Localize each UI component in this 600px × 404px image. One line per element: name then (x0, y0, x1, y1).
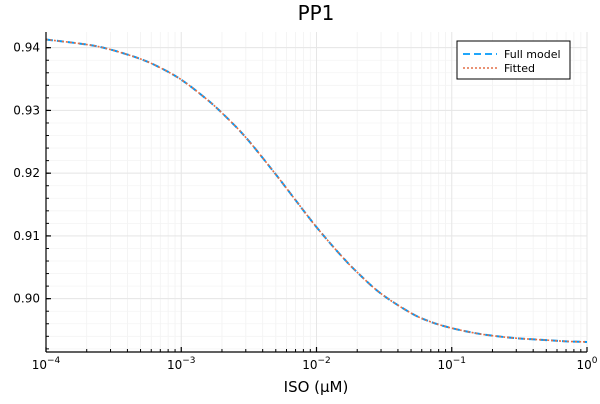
x-tick-label: 10−3 (167, 356, 196, 372)
x-axis-ticks: 10−4 10−3 10−2 10−1 100 (32, 347, 598, 372)
legend-label-full-model: Full model (504, 48, 561, 61)
x-tick-label: 10−1 (437, 356, 466, 372)
y-axis-ticks: 0.90 0.91 0.92 0.93 0.94 (13, 41, 51, 350)
legend-label-fitted: Fitted (504, 62, 535, 75)
series-line-fitted (45, 38, 588, 343)
x-tick-label: 10−4 (32, 356, 61, 372)
y-tick-label: 0.92 (13, 166, 40, 180)
chart-title: PP1 (298, 1, 335, 25)
x-tick-label: 100 (576, 356, 597, 372)
y-tick-label: 0.94 (13, 41, 40, 55)
y-tick-label: 0.90 (13, 292, 40, 306)
series-layer (45, 38, 588, 343)
y-tick-label: 0.93 (13, 103, 40, 117)
x-tick-label: 10−2 (302, 356, 331, 372)
x-axis-label: ISO (μM) (284, 378, 349, 396)
legend-box (456, 40, 571, 80)
legend: Full model Fitted (456, 40, 571, 80)
y-tick-label: 0.91 (13, 229, 40, 243)
